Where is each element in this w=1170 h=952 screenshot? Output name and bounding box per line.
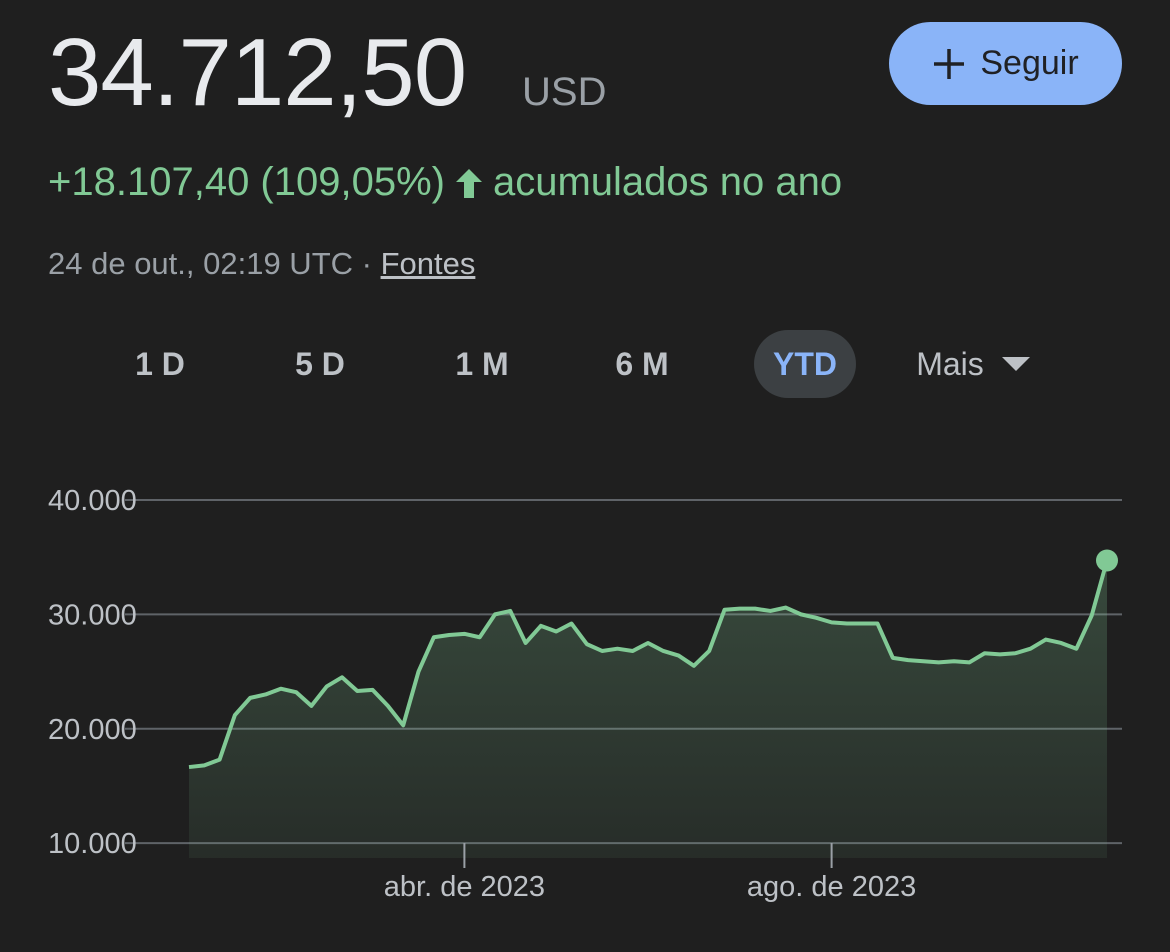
range-tab[interactable]: 1 D (110, 330, 210, 398)
tab-label: 1 D (135, 345, 185, 382)
price: 34.712,50 (48, 19, 467, 126)
plus-icon (934, 48, 965, 79)
x-tick-label: ago. de 2023 (747, 871, 916, 903)
sources-link[interactable]: Fontes (380, 246, 476, 281)
change-value: +18.107,40 (109,05%) (48, 160, 445, 204)
tab-label: 1 M (455, 345, 509, 382)
change-row: +18.107,40 (109,05%) acumulados no ano (48, 160, 842, 205)
tab-label: YTD (773, 345, 837, 382)
y-tick-label: 30.000 (48, 599, 137, 631)
dropdown-caret (1001, 357, 1030, 371)
price-line (188, 559, 1109, 770)
last-point (1096, 549, 1118, 572)
timestamp: 24 de out., 02:19 UTC · (48, 246, 381, 281)
area (189, 560, 1107, 858)
follow-label: Seguir (980, 44, 1079, 82)
range-tab[interactable]: YTD (754, 330, 856, 398)
change-period: acumulados no ano (492, 160, 843, 204)
y-tick-label: 10.000 (48, 828, 137, 860)
x-tick-label: abr. de 2023 (384, 871, 545, 903)
range-tab[interactable]: 1 M (432, 330, 532, 398)
tab-label: 6 M (615, 345, 669, 382)
follow-button[interactable]: Seguir (889, 22, 1122, 105)
y-tick-label: 20.000 (48, 714, 137, 746)
tab-label: 5 D (295, 345, 345, 382)
timestamp-row: 24 de out., 02:19 UTC · Fontes (48, 246, 475, 282)
tab-label: Mais (916, 345, 984, 382)
range-tab[interactable]: 6 M (592, 330, 692, 398)
y-tick-label: 40.000 (48, 485, 137, 517)
range-tab[interactable]: 5 D (270, 330, 370, 398)
up-arrow (455, 168, 482, 198)
currency: USD (522, 70, 607, 114)
range-tab[interactable]: Mais (900, 330, 1060, 398)
